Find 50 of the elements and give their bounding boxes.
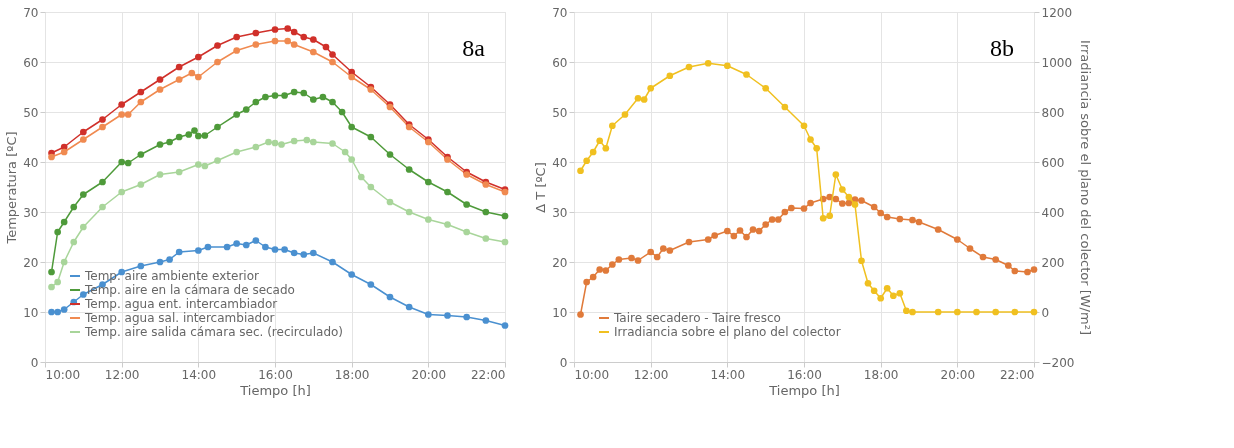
y-axis-title: Δ T [ºC]: [533, 162, 549, 213]
y-tick-label: 0: [559, 355, 568, 370]
legend-label: Temp. aire salida cámara sec. (recirculado): [84, 325, 344, 339]
y2-axis-title: Irradiancia sobre el plano del colector [W/m²]: [1078, 40, 1094, 335]
y-axis-title: Temperatura [ºC]: [4, 131, 20, 245]
x-tick-label: 16:00: [258, 367, 293, 382]
x-tick-label: 10:00: [45, 367, 81, 382]
y2-tick-label: 400: [1041, 205, 1065, 220]
y-tick-label: 0: [30, 355, 39, 370]
y2-tick-label: 200: [1041, 255, 1065, 270]
x-tick-label: 18:00: [334, 367, 370, 382]
y2-tick-label: 800: [1041, 105, 1065, 120]
y2-tick-label: 0: [1041, 305, 1050, 320]
x-tick-label: 18:00: [863, 367, 899, 382]
x-axis-title: Tiempo [h]: [768, 382, 840, 398]
x-axis-title: Tiempo [h]: [239, 382, 311, 398]
y-tick-label: 50: [552, 105, 568, 120]
legend-label: Irradiancia sobre el plano del colector: [614, 325, 841, 339]
y2-tick-label: 600: [1041, 155, 1065, 170]
y-tick-label: 30: [23, 205, 39, 220]
y-tick-label: 20: [552, 255, 568, 270]
y-tick-label: 50: [23, 105, 39, 120]
x-tick-label: 10:00: [574, 367, 610, 382]
x-tick-label: 14:00: [181, 367, 217, 382]
x-tick-label: 22:00: [999, 367, 1035, 382]
y2-tick-label: 1000: [1041, 55, 1073, 70]
x-tick-label: 14:00: [710, 367, 746, 382]
y-tick-label: 30: [552, 205, 568, 220]
x-tick-label: 20:00: [411, 367, 447, 382]
x-tick-label: 22:00: [470, 367, 506, 382]
legend-label: Temp. agua ent. intercambiador: [84, 297, 278, 311]
y-tick-label: 10: [552, 305, 568, 320]
x-tick-label: 20:00: [940, 367, 976, 382]
y-tick-label: 20: [23, 255, 39, 270]
x-tick-label: 16:00: [787, 367, 822, 382]
x-tick-label: 12:00: [104, 367, 140, 382]
y-tick-label: 70: [23, 5, 39, 20]
y-tick-label: 70: [552, 5, 568, 20]
legend-label: Taire secadero - Taire fresco: [613, 311, 781, 325]
y-tick-label: 60: [552, 55, 568, 70]
x-tick-label: 12:00: [633, 367, 669, 382]
y-tick-label: 40: [552, 155, 568, 170]
y-tick-label: 40: [23, 155, 39, 170]
legend-label: Temp. agua sal. intercambiador: [84, 311, 275, 325]
y-tick-label: 60: [23, 55, 39, 70]
y2-tick-label: −200: [1041, 355, 1075, 370]
annotation: 8a: [462, 35, 486, 61]
y-tick-label: 10: [23, 305, 39, 320]
annotation: 8b: [990, 35, 1014, 61]
y2-tick-label: 1200: [1041, 5, 1073, 20]
